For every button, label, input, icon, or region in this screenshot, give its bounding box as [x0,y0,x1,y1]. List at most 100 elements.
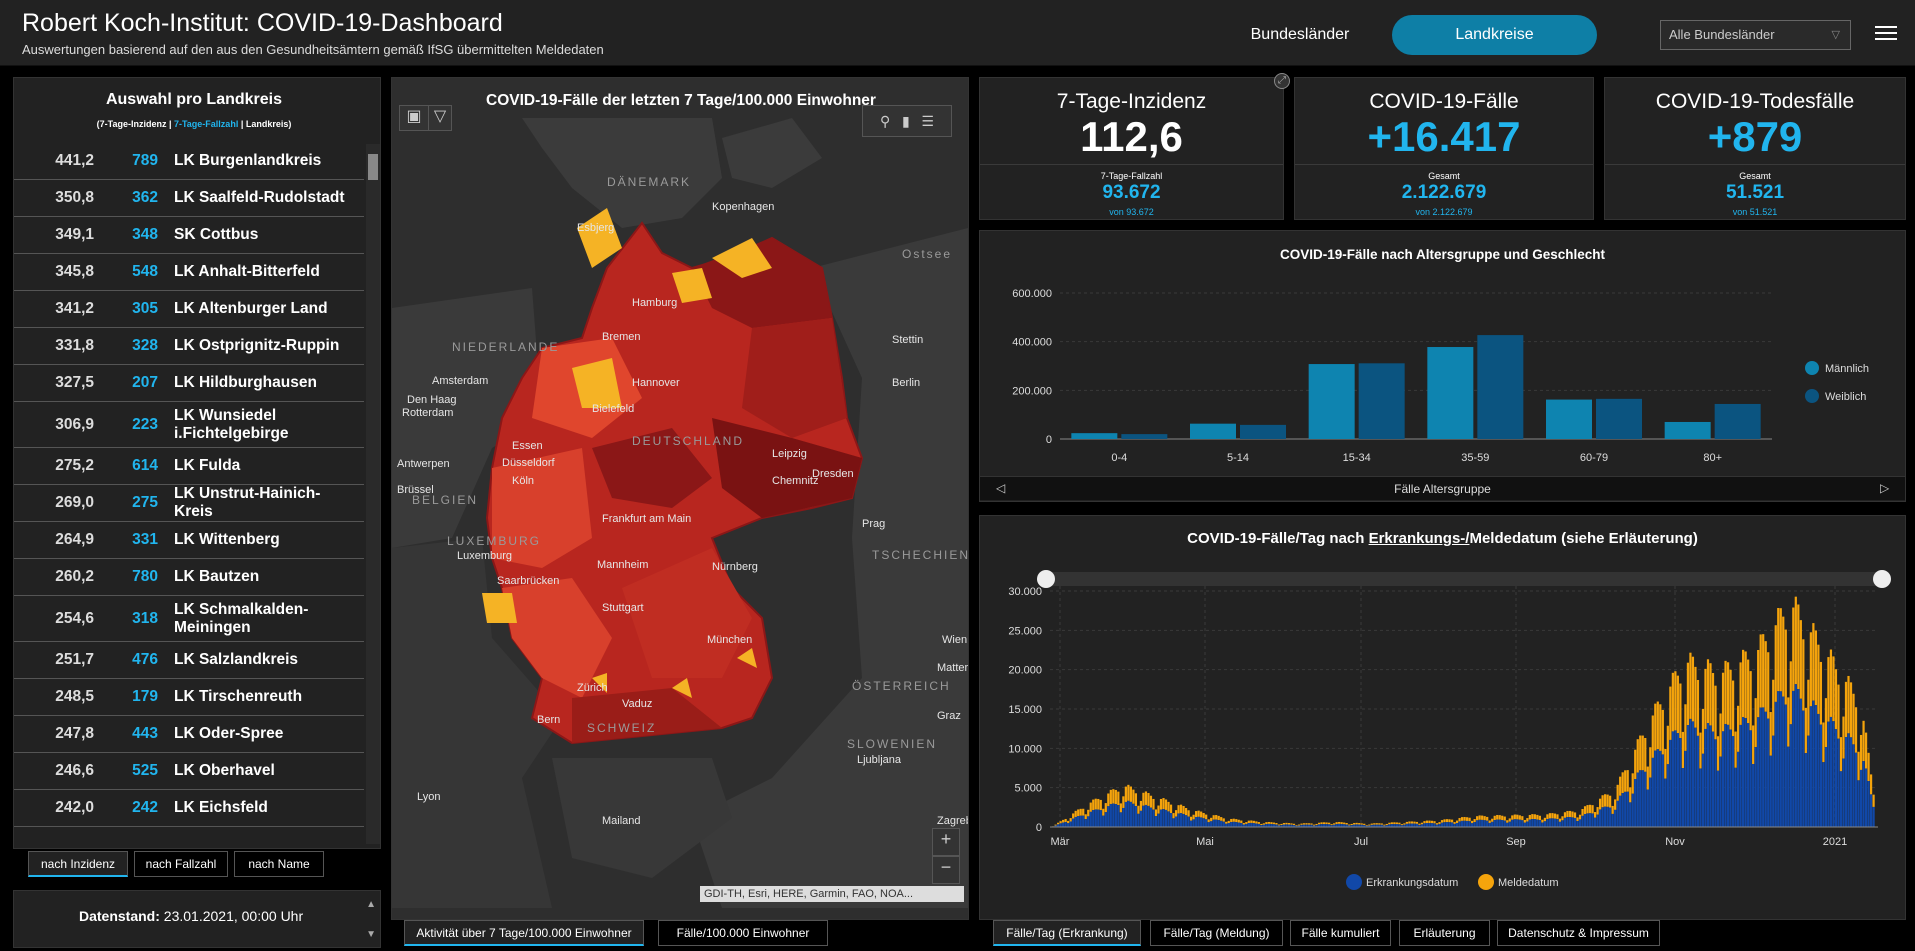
item-inzidenz: 260,2 [55,568,94,585]
chevron-right-icon[interactable]: ▷ [1880,481,1890,495]
list-item[interactable]: 331,8 328 LK Ostprignitz-Ruppin [14,328,364,365]
bar-männlich[interactable] [1664,421,1711,439]
bar-meldedatum [1064,818,1067,823]
bar-erkrankungsdatum [1862,761,1865,827]
bar-erkrankungsdatum [1272,824,1276,827]
tab-faelle-tag-meldung[interactable]: Fälle/Tag (Meldung) [1150,920,1283,946]
bundeslaender-button[interactable]: Bundesländer [1250,26,1350,43]
tab-faelle-kumuliert[interactable]: Fälle kumuliert [1290,920,1391,946]
legend-list-icon[interactable]: ☰ [921,113,934,129]
list-item[interactable]: 248,5 179 LK Tirschenreuth [14,679,364,716]
bar-männlich[interactable] [1071,433,1118,439]
bar-weiblich[interactable] [1596,398,1642,439]
tab-faelle-tag-erkrankung[interactable]: Fälle/Tag (Erkrankung) [993,920,1141,946]
bar-männlich[interactable] [1546,399,1592,439]
datenstand-label: Datenstand: [79,908,160,924]
bar-meldedatum [1624,770,1627,792]
zoom-in-button[interactable]: + [932,828,960,856]
scroll-up-icon[interactable]: ▲ [366,899,376,910]
tab-nach-inzidenz[interactable]: nach Inzidenz [28,851,128,877]
range-handle-end[interactable] [1873,570,1891,588]
bar-meldedatum [1583,806,1587,815]
map-layer-icon[interactable]: ▣ [399,105,429,131]
tab-aktivitaet-7-tage[interactable]: Aktivität über 7 Tage/100.000 Einwohner [404,920,644,946]
tab-nach-fallzahl[interactable]: nach Fallzahl [134,851,228,877]
bar-erkrankungsdatum [1172,818,1175,827]
tab-nach-name[interactable]: nach Name [234,851,324,877]
bar-meldedatum [1159,798,1163,810]
range-handle-start[interactable] [1037,570,1055,588]
zoom-out-button[interactable]: − [932,856,960,884]
list-item[interactable]: 350,8 362 LK Saalfeld-Rudolstadt [14,180,364,217]
list-item[interactable]: 269,0 275 LK Unstrut-Hainich-Kreis [14,485,364,522]
germany-map[interactable]: DÄNEMARK Kopenhagen Esbjerg Ostsee Hamburg Br… [392,118,968,908]
bar-männlich[interactable] [1190,423,1236,439]
expand-icon[interactable]: ⤢ [1274,73,1290,89]
bar-meldedatum [1250,820,1253,823]
bar-erkrankungsdatum [1262,824,1265,827]
bar-erkrankungsdatum [1689,718,1692,827]
map-label: Bremen [602,331,641,343]
scroll-down-icon[interactable]: ▼ [366,929,376,940]
bar-meldedatum [1536,814,1539,820]
landkreise-button[interactable]: Landkreise [1392,15,1597,55]
list-item[interactable]: 251,7 476 LK Salzlandkreis [14,642,364,679]
tab-faelle-100000[interactable]: Fälle/100.000 Einwohner [658,920,828,946]
map-label: Düsseldorf [502,457,556,469]
bookmark-icon[interactable]: ▮ [901,113,910,129]
bar-meldedatum [1222,818,1225,822]
list-item[interactable]: 247,8 443 LK Oder-Spree [14,716,364,753]
list-item[interactable]: 242,0 242 LK Eichsfeld [14,790,364,827]
hamburger-menu-icon[interactable] [1875,22,1897,42]
map-label: Prag [862,518,885,530]
bar-erkrankungsdatum [1639,770,1642,827]
bar-weiblich[interactable] [1477,335,1524,439]
bar-erkrankungsdatum [1774,701,1777,827]
list-item[interactable]: 306,9 223 LK Wunsiedel i.Fichtelgebirge [14,402,364,448]
map-attribution[interactable]: GDI-TH, Esri, HERE, Garmin, FAO, NOA... [700,886,964,902]
list-item[interactable]: 275,2 614 LK Fulda [14,448,364,485]
bar-erkrankungsdatum [1237,822,1240,827]
bar-meldedatum [1513,814,1516,820]
bar-weiblich[interactable] [1121,434,1168,439]
list-item[interactable]: 327,5 207 LK Hildburghausen [14,365,364,402]
bar-erkrankungsdatum [1187,816,1190,827]
search-icon[interactable]: ⚲ [880,113,891,129]
list-item[interactable]: 349,1 348 SK Cottbus [14,217,364,254]
tab-erlaeuterung[interactable]: Erläuterung [1399,920,1490,946]
bar-erkrankungsdatum [1538,820,1541,827]
bar-erkrankungsdatum [1749,730,1752,827]
bar-weiblich[interactable] [1714,403,1761,439]
kpi-sub-note: von 51.521 [1732,207,1778,217]
list-item[interactable]: 260,2 780 LK Bautzen [14,559,364,596]
bar-meldedatum [1802,639,1805,711]
list-item[interactable]: 441,2 789 LK Burgenlandkreis [14,143,364,180]
list-item[interactable]: 254,6 318 LK Schmalkalden-Meiningen [14,596,364,642]
map-label: Stettin [892,334,923,346]
bar-weiblich[interactable] [1240,424,1286,439]
bar-männlich[interactable] [1427,347,1474,439]
bar-meldedatum [1674,671,1677,731]
scrollbar-thumb[interactable] [368,154,378,180]
chevron-down-icon[interactable]: ▽ [428,105,452,131]
bar-erkrankungsdatum [1079,815,1082,827]
bundesland-select[interactable]: Alle Bundesländer ▽ [1660,20,1851,50]
list-item[interactable]: 341,2 305 LK Altenburger Land [14,291,364,328]
bar-männlich[interactable] [1308,364,1355,439]
bar-erkrankungsdatum [1752,764,1755,827]
tab-datenschutz-impressum[interactable]: Datenschutz & Impressum [1497,920,1660,946]
bar-erkrankungsdatum [1744,718,1747,827]
bar-erkrankungsdatum [1455,823,1459,827]
bar-erkrankungsdatum [1478,819,1481,827]
bar-erkrankungsdatum [1701,753,1705,827]
age-chart: 0 200.000 400.000 600.000 0-4 5-14 15-34 35-59 6… [1012,288,1869,464]
list-scrollbar[interactable] [366,144,380,844]
bar-erkrankungsdatum [1453,823,1456,827]
list-item[interactable]: 264,9 331 LK Wittenberg [14,522,364,559]
bar-meldedatum [1297,824,1301,826]
list-item[interactable]: 345,8 548 LK Anhalt-Bitterfeld [14,254,364,291]
bar-weiblich[interactable] [1358,363,1405,439]
range-slider-track[interactable] [1046,572,1882,586]
list-item[interactable]: 246,6 525 LK Oberhavel [14,753,364,790]
chevron-left-icon[interactable]: ◁ [996,481,1006,495]
